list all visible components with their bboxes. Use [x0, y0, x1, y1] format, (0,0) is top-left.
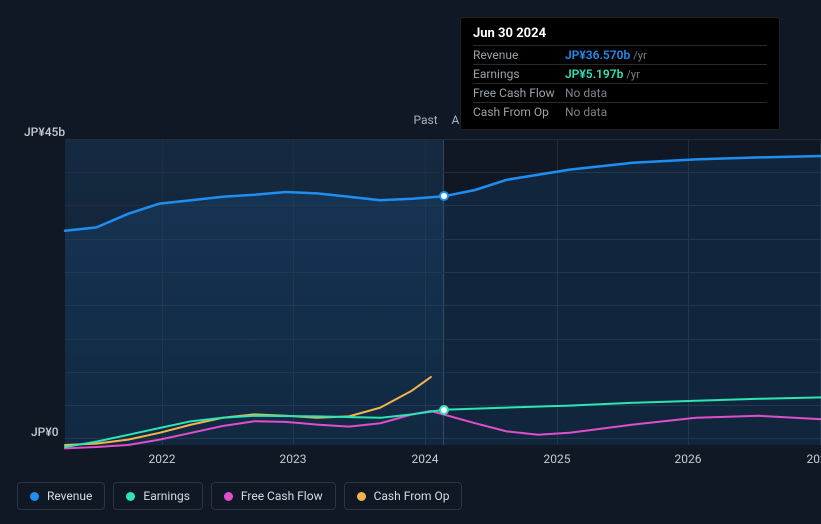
- legend-item-revenue[interactable]: Revenue: [17, 482, 105, 510]
- xaxis-tick: 2026: [675, 452, 702, 466]
- xaxis-tick: 2024: [412, 452, 439, 466]
- chart-legend: Revenue Earnings Free Cash Flow Cash From O…: [17, 482, 462, 510]
- tooltip-row-unit: /yr: [633, 49, 646, 62]
- legend-item-earnings[interactable]: Earnings: [113, 482, 203, 510]
- legend-dot-icon: [224, 492, 233, 501]
- tooltip-row-label: Revenue: [473, 48, 565, 62]
- tooltip-title: Jun 30 2024: [473, 26, 767, 45]
- tooltip-row-value: JP¥36.570b: [565, 48, 630, 62]
- xaxis-tick: 2023: [280, 452, 307, 466]
- legend-dot-icon: [126, 492, 135, 501]
- xaxis-tick: 2025: [544, 452, 571, 466]
- xaxis-tick: 2022: [149, 452, 176, 466]
- yaxis-label-max: JP¥45b: [24, 125, 65, 139]
- legend-item-label: Free Cash Flow: [241, 489, 323, 503]
- legend-item-fcf[interactable]: Free Cash Flow: [211, 482, 336, 510]
- legend-item-cfo[interactable]: Cash From Op: [344, 482, 463, 510]
- chart-tooltip: Jun 30 2024 RevenueJP¥36.570b/yrEarnings…: [460, 17, 780, 130]
- tooltip-row: Cash From OpNo data: [473, 102, 767, 121]
- tooltip-row-label: Earnings: [473, 67, 565, 81]
- legend-item-label: Earnings: [143, 489, 190, 503]
- tooltip-row: Free Cash FlowNo data: [473, 83, 767, 102]
- marker-earnings: [439, 405, 449, 415]
- legend-item-label: Cash From Op: [374, 489, 450, 503]
- marker-revenue: [439, 191, 449, 201]
- tooltip-row-value: JP¥5.197b: [565, 67, 623, 81]
- tooltip-row: RevenueJP¥36.570b/yr: [473, 45, 767, 64]
- legend-dot-icon: [357, 492, 366, 501]
- xaxis-tick: 2027: [807, 452, 821, 466]
- tooltip-row-nodata: No data: [565, 105, 607, 119]
- chart-lines: [65, 139, 821, 445]
- financials-chart: JP¥45b JP¥0 202220232024202520262027 Pas…: [17, 0, 805, 524]
- tooltip-row-unit: /yr: [626, 68, 639, 81]
- yaxis-label-zero: JP¥0: [31, 425, 59, 439]
- tooltip-row: EarningsJP¥5.197b/yr: [473, 64, 767, 83]
- divider-label-past: Past: [414, 113, 438, 127]
- tooltip-row-label: Cash From Op: [473, 105, 565, 119]
- legend-dot-icon: [30, 492, 39, 501]
- tooltip-row-label: Free Cash Flow: [473, 86, 565, 100]
- legend-item-label: Revenue: [47, 489, 92, 503]
- tooltip-row-nodata: No data: [565, 86, 607, 100]
- plot-area[interactable]: Past Analysts Forecasts: [65, 139, 821, 445]
